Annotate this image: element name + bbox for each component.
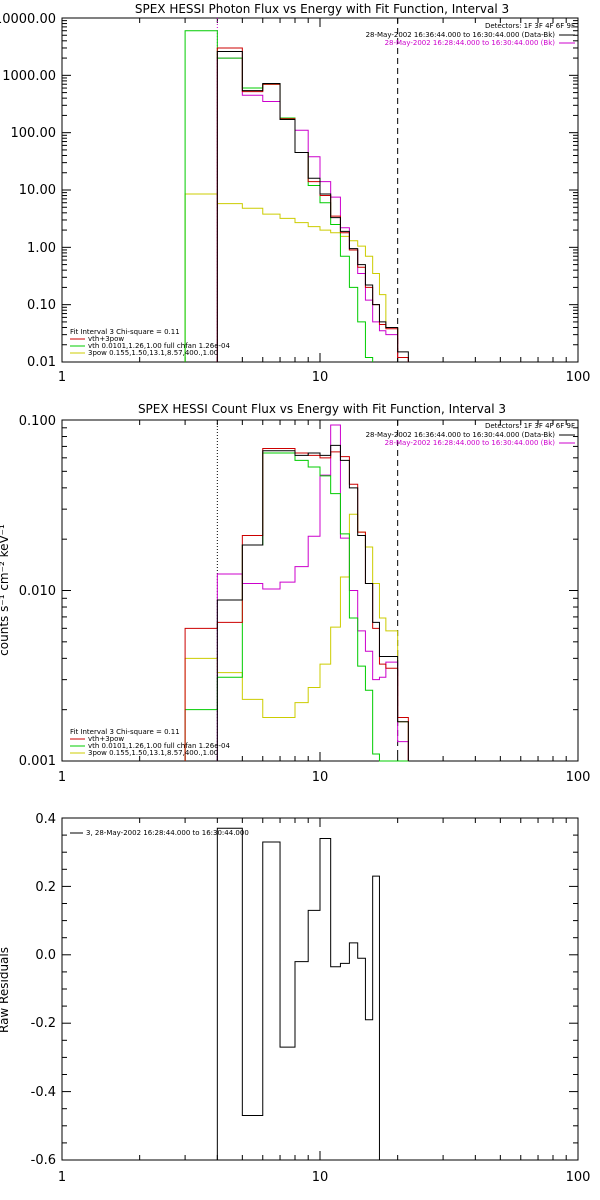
count-flux-x-tick-labels: 1 10 100 (58, 770, 591, 785)
residuals-panel: 1 10 100 -0.6 -0.4 -0.2 0.0 0.2 0.4 Raw … (0, 812, 590, 1185)
count-flux-detectors-label: Detectors: 1F 3F 4F 6F 9F (485, 422, 575, 430)
count-flux-histogram-series (216, 424, 409, 761)
residuals-y-tick-labels: -0.6 -0.4 -0.2 0.0 0.2 0.4 (31, 812, 56, 1168)
residuals-y-tick-label: 0.0 (35, 948, 56, 963)
count-flux-histogram-series (184, 513, 409, 761)
photon-flux-legend-3pow: 3pow 0.155,1.50,13.1,8.57,400.,1.00 (88, 349, 218, 357)
residuals-legend-label: 3, 28-May-2002 16:28:44.000 to 16:30:44.… (86, 829, 249, 837)
count-flux-histogram-series (184, 452, 409, 762)
count-flux-title: SPEX HESSI Count Flux vs Energy with Fit… (138, 402, 506, 416)
residuals-y-tick-label: 0.4 (35, 812, 56, 827)
residuals-y-tick-label: -0.6 (31, 1153, 56, 1168)
count-flux-legend-vth: vth 0.0101,1.26,1.00 full chfan 1.26e-04 (88, 742, 230, 750)
photon-flux-y-tick-label: 1000.00 (2, 69, 56, 84)
photon-flux-title: SPEX HESSI Photon Flux vs Energy with Fi… (135, 2, 509, 16)
residuals-x-tick-label: 1 (58, 1170, 66, 1185)
count-flux-interval-label-bk: 28-May-2002 16:28:44.000 to 16:30:44.000… (385, 439, 556, 447)
residuals-y-axis-label: Raw Residuals (0, 947, 11, 1033)
photon-flux-x-tick-labels: 1 10 100 (58, 370, 591, 385)
count-flux-interval-labels: Detectors: 1F 3F 4F 6F 9F 28-May-2002 16… (366, 422, 575, 447)
photon-flux-ticks (62, 18, 578, 362)
count-flux-histogram-series (184, 448, 409, 761)
residuals-y-tick-label: 0.2 (35, 880, 56, 895)
photon-flux-reference-lines (216, 18, 399, 362)
count-flux-panel: SPEX HESSI Count Flux vs Energy with Fit… (0, 402, 590, 785)
count-flux-legend: Fit Interval 3 Chi-square = 0.11 vth+3po… (70, 728, 230, 757)
photon-flux-y-tick-label: 1.00 (27, 241, 56, 256)
photon-flux-y-tick-label: 10.00 (19, 183, 56, 198)
photon-flux-y-tick-label: 10000.00 (0, 12, 56, 27)
photon-flux-histogram-series (216, 51, 409, 362)
residuals-x-tick-labels: 1 10 100 (58, 1170, 591, 1185)
count-flux-reference-lines (216, 420, 399, 761)
count-flux-y-tick-label: 0.010 (19, 584, 56, 599)
residuals-x-tick-label: 100 (566, 1170, 591, 1185)
count-flux-legend-3pow: 3pow 0.155,1.50,13.1,8.57,400.,1.00 (88, 749, 218, 757)
count-flux-y-tick-label: 0.100 (19, 414, 56, 429)
count-flux-y-axis-label: counts s⁻¹ cm⁻² keV⁻¹ (0, 524, 11, 656)
residuals-x-tick-label: 10 (312, 1170, 329, 1185)
count-flux-series (184, 424, 409, 762)
count-flux-x-tick-label: 1 (58, 770, 66, 785)
count-flux-interval-label-data: 28-May-2002 16:36:44.000 to 16:30:44.000… (366, 431, 556, 439)
photon-flux-y-tick-labels: 0.01 0.10 1.00 10.00 100.00 1000.00 1000… (0, 12, 56, 370)
count-flux-x-tick-label: 100 (566, 770, 591, 785)
photon-flux-y-tick-label: 100.00 (11, 126, 57, 141)
photon-flux-x-tick-label: 1 (58, 370, 66, 385)
count-flux-y-tick-labels: 0.001 0.010 0.100 (19, 414, 56, 769)
photon-flux-legend: Fit Interval 3 Chi-square = 0.11 vth+3po… (70, 328, 230, 357)
photon-flux-series (184, 30, 409, 362)
photon-flux-histogram-series (184, 193, 409, 362)
photon-flux-panel: SPEX HESSI Photon Flux vs Energy with Fi… (0, 2, 590, 385)
residuals-histogram-series (216, 827, 386, 1161)
count-flux-fit-label: Fit Interval 3 Chi-square = 0.11 (70, 728, 180, 736)
photon-flux-interval-label-bk: 28-May-2002 16:28:44.000 to 16:30:44.000… (385, 39, 556, 47)
photon-flux-y-tick-label: 0.10 (27, 298, 56, 313)
photon-flux-x-tick-label: 10 (312, 370, 329, 385)
residuals-ticks (62, 818, 578, 1160)
count-flux-legend-total: vth+3pow (88, 735, 124, 743)
photon-flux-legend-total: vth+3pow (88, 335, 124, 343)
residuals-series (216, 827, 386, 1161)
photon-flux-fit-label: Fit Interval 3 Chi-square = 0.11 (70, 328, 180, 336)
count-flux-y-tick-label: 0.001 (19, 754, 56, 769)
residuals-legend: 3, 28-May-2002 16:28:44.000 to 16:30:44.… (70, 829, 249, 837)
photon-flux-histogram-series (216, 57, 409, 362)
photon-flux-interval-labels: Detectors: 1F 3F 4F 6F 9F 28-May-2002 16… (366, 22, 575, 47)
residuals-y-tick-label: -0.2 (31, 1016, 56, 1031)
photon-flux-interval-label-data: 28-May-2002 16:36:44.000 to 16:30:44.000… (366, 31, 556, 39)
photon-flux-detectors-label: Detectors: 1F 3F 4F 6F 9F (485, 22, 575, 30)
photon-flux-histogram-series (184, 30, 374, 362)
photon-flux-x-tick-label: 100 (566, 370, 591, 385)
count-flux-histogram-series (216, 444, 409, 761)
photon-flux-y-tick-label: 0.01 (27, 355, 56, 370)
photon-flux-legend-vth: vth 0.0101,1.26,1.00 full chfan 1.26e-04 (88, 342, 230, 350)
residuals-y-tick-label: -0.4 (31, 1085, 56, 1100)
count-flux-x-tick-label: 10 (312, 770, 329, 785)
